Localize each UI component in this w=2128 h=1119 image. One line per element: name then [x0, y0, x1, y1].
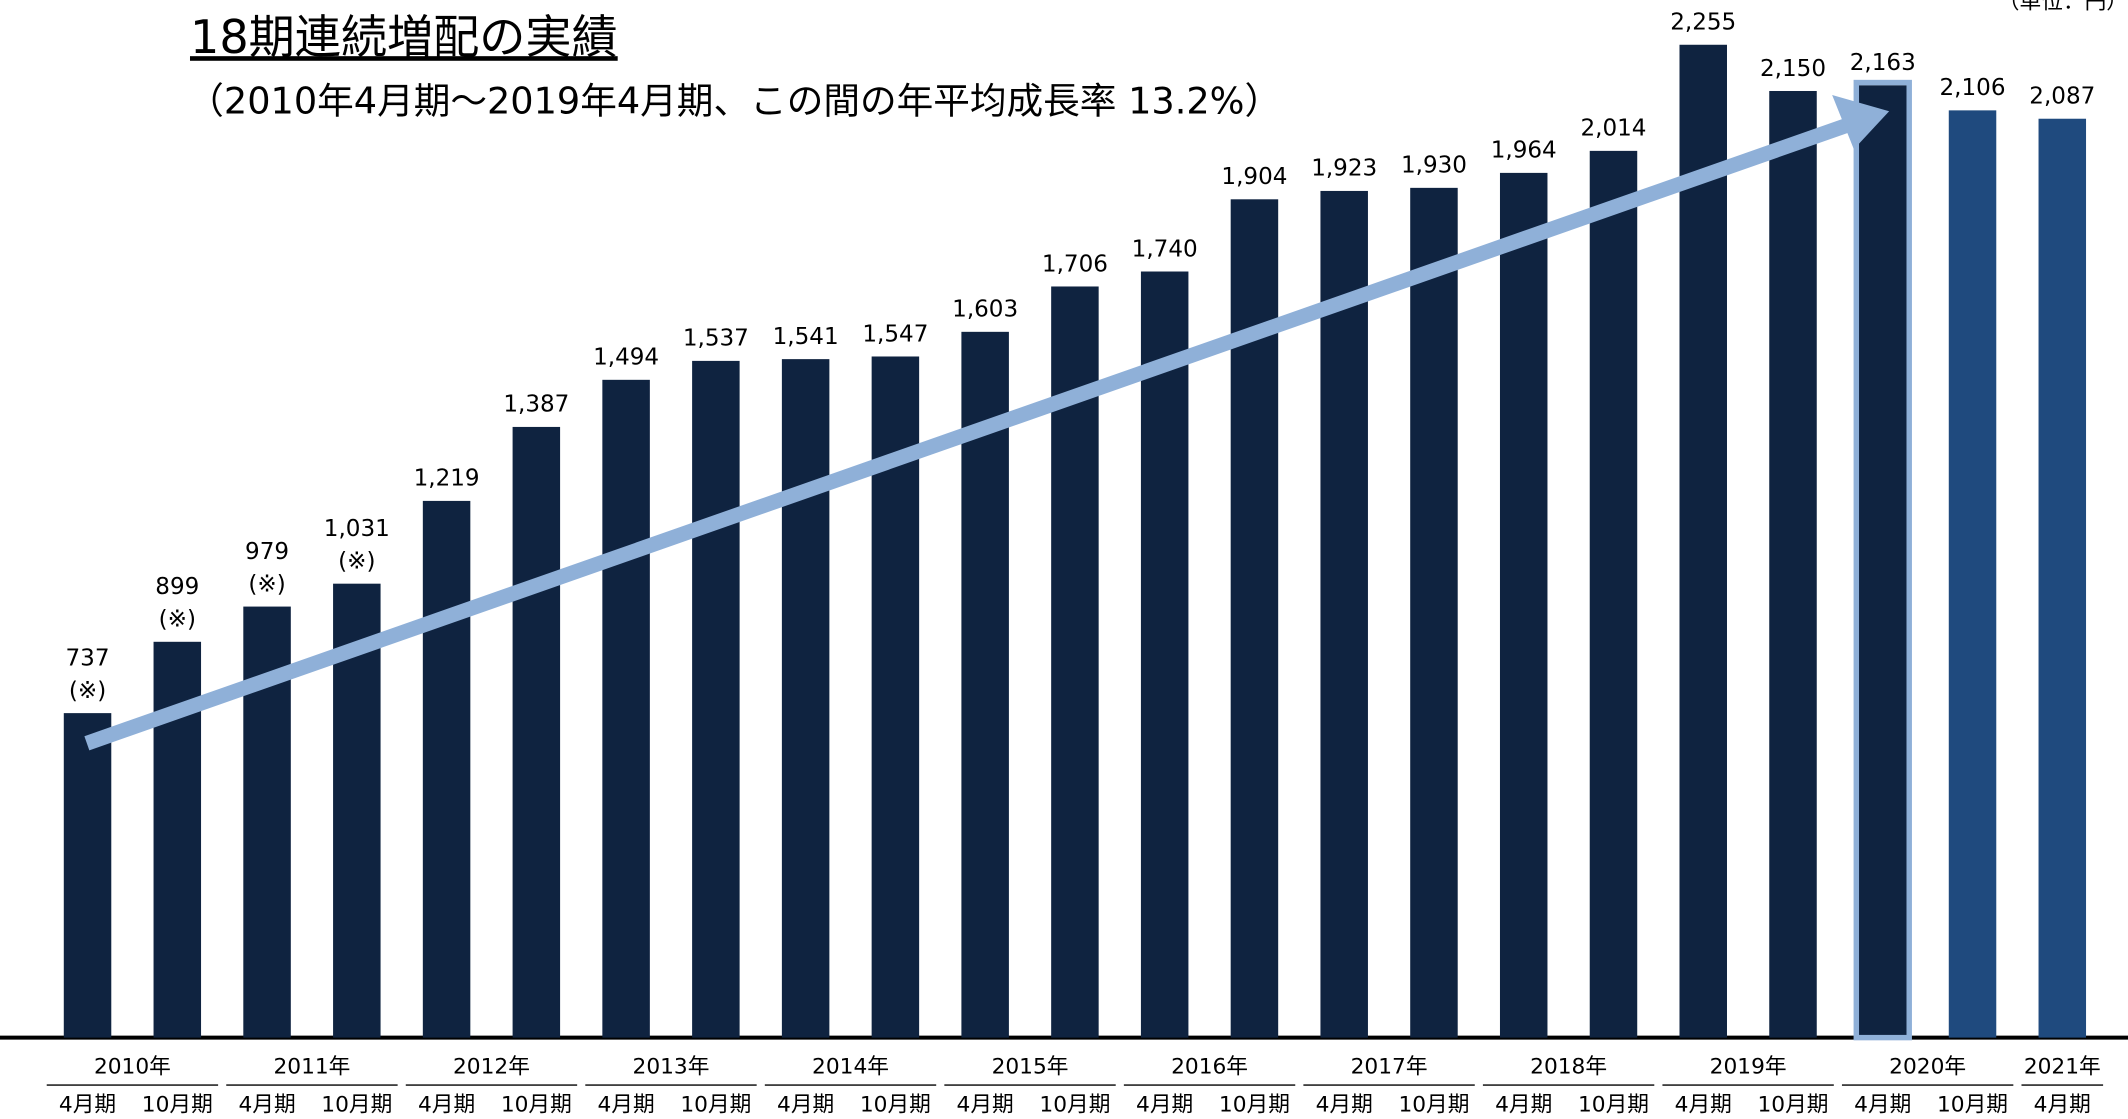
- x-tick-label: 10月期: [142, 1092, 213, 1117]
- value-note: (※): [248, 571, 285, 597]
- value-label: 1,494: [593, 345, 659, 371]
- x-tick-label: 10月期: [321, 1092, 392, 1117]
- x-tick-label: 4月期: [1136, 1092, 1193, 1117]
- value-label: 1,603: [952, 297, 1018, 323]
- bar: [1769, 90, 1817, 1038]
- value-note: (※): [69, 678, 106, 704]
- year-label: 2019年: [1710, 1054, 1787, 1079]
- year-label: 2016年: [1171, 1054, 1248, 1079]
- value-label: 2,163: [1850, 50, 1916, 76]
- bar: [781, 359, 830, 1038]
- x-tick-label: 10月期: [1937, 1092, 2008, 1117]
- bar: [1410, 187, 1458, 1038]
- value-label: 1,387: [503, 392, 569, 418]
- value-label: 737: [66, 645, 110, 671]
- x-tick-label: 4月期: [1675, 1092, 1732, 1117]
- x-tick-label: 10月期: [501, 1092, 572, 1117]
- year-label: 2021年: [2024, 1054, 2101, 1079]
- value-label: 979: [245, 539, 289, 565]
- bar: [63, 713, 112, 1038]
- value-note: (※): [159, 607, 196, 633]
- bar: [1499, 172, 1548, 1038]
- x-tick-label: 10月期: [1578, 1092, 1649, 1117]
- value-label: 2,087: [2029, 84, 2095, 110]
- bar: [1320, 190, 1368, 1038]
- value-label: 1,740: [1132, 236, 1198, 262]
- bar: [602, 379, 650, 1038]
- value-label: 1,547: [862, 321, 928, 347]
- chart-subtitle: （2010年4月期～2019年4月期、この間の年平均成長率 13.2%）: [187, 80, 1281, 123]
- x-tick-label: 4月期: [1854, 1092, 1911, 1117]
- bar: [1679, 44, 1727, 1038]
- bar: [1589, 150, 1638, 1038]
- x-tick-label: 10月期: [1039, 1092, 1110, 1117]
- value-label: 2,255: [1670, 10, 1736, 36]
- chart-title: 18期連続増配の実績: [190, 10, 618, 64]
- year-label: 2010年: [94, 1054, 171, 1079]
- bar: [1859, 85, 1907, 1038]
- bar: [512, 426, 561, 1038]
- value-label: 1,541: [773, 324, 839, 350]
- year-label: 2012年: [453, 1054, 530, 1079]
- x-tick-label: 4月期: [418, 1092, 475, 1117]
- x-tick-label: 4月期: [957, 1092, 1014, 1117]
- value-label: 1,923: [1311, 156, 1377, 182]
- x-tick-label: 4月期: [1316, 1092, 1373, 1117]
- unit-label: （単位：円）: [1998, 0, 2128, 15]
- x-tick-label: 10月期: [1758, 1092, 1829, 1117]
- year-label: 2013年: [633, 1054, 710, 1079]
- year-label: 2017年: [1351, 1054, 1428, 1079]
- value-label: 1,031: [324, 516, 390, 542]
- year-label: 2020年: [1889, 1054, 1966, 1079]
- bar: [692, 360, 740, 1038]
- bar: [422, 500, 471, 1038]
- year-label: 2015年: [992, 1054, 1069, 1079]
- value-label: 1,930: [1401, 153, 1467, 179]
- bar: [1051, 286, 1099, 1038]
- year-label: 2018年: [1530, 1054, 1607, 1079]
- value-label: 1,537: [683, 326, 749, 352]
- value-label: 1,706: [1042, 251, 1108, 277]
- value-label: 1,219: [414, 466, 480, 492]
- x-tick-label: 10月期: [680, 1092, 751, 1117]
- bar: [1140, 271, 1189, 1038]
- value-label: 2,106: [1940, 75, 2006, 101]
- x-tick-label: 4月期: [238, 1092, 295, 1117]
- highlight-box: [1853, 79, 1912, 1041]
- x-tick-label: 10月期: [1219, 1092, 1290, 1117]
- value-label: 2,014: [1580, 116, 1646, 142]
- bar: [1948, 110, 1997, 1038]
- trend-arrow: [84, 94, 1890, 751]
- bar: [961, 331, 1009, 1038]
- x-tick-label: 4月期: [598, 1092, 655, 1117]
- x-tick-label: 4月期: [777, 1092, 834, 1117]
- x-tick-label: 4月期: [1495, 1092, 1552, 1117]
- x-tick-label: 4月期: [2034, 1092, 2091, 1117]
- x-tick-label: 4月期: [59, 1092, 116, 1117]
- x-tick-label: 10月期: [860, 1092, 931, 1117]
- value-label: 899: [155, 574, 199, 600]
- bar: [2038, 118, 2087, 1038]
- value-label: 2,150: [1760, 56, 1826, 82]
- year-label: 2014年: [812, 1054, 889, 1079]
- year-label: 2011年: [273, 1054, 350, 1079]
- x-tick-label: 10月期: [1398, 1092, 1469, 1117]
- value-label: 1,904: [1221, 164, 1287, 190]
- value-note: (※): [338, 548, 375, 574]
- value-label: 1,964: [1491, 138, 1557, 164]
